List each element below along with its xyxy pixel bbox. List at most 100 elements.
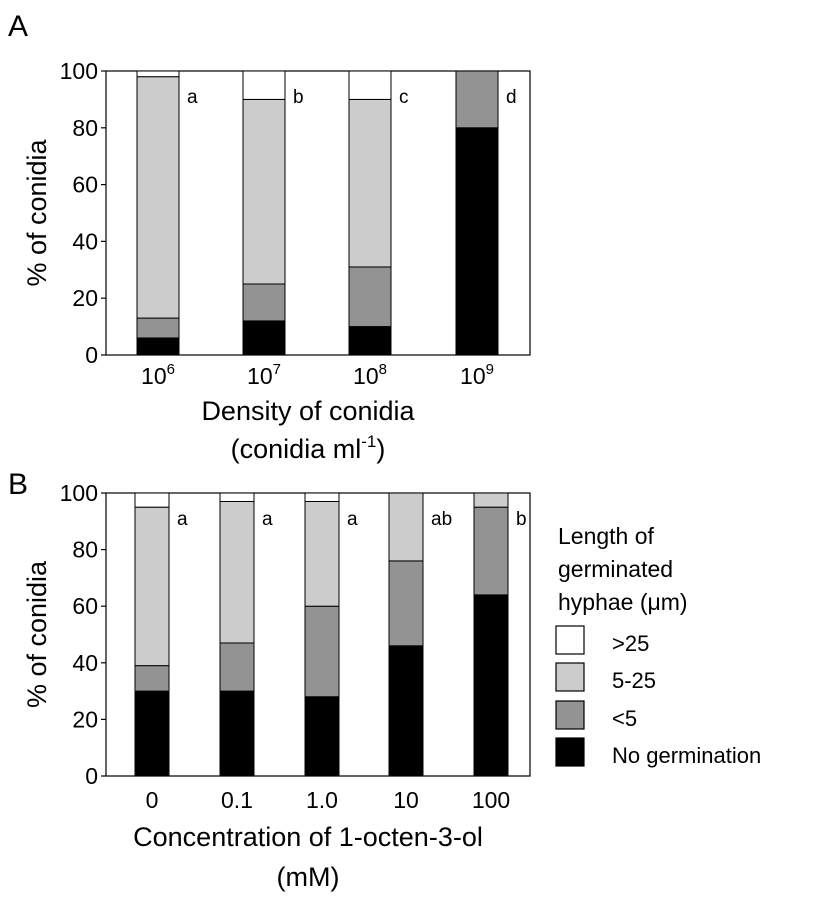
- significance-letter: a: [347, 509, 358, 530]
- legend-swatch-25: [555, 625, 585, 655]
- bar-segment-no-germination-10: [388, 645, 424, 777]
- x-tick-label: 108: [353, 361, 387, 389]
- x-axis-title-text: Concentration of 1-octen-3-ol: [133, 822, 483, 852]
- bar-segment-5-1-0: [304, 605, 340, 698]
- y-tick-label: 60: [72, 172, 98, 198]
- x-tick-label: 106: [141, 361, 175, 389]
- bar-segment-5-10-8: [348, 266, 392, 328]
- x-tick-label: 10: [393, 787, 419, 813]
- x-tick-base: 10: [141, 363, 167, 389]
- bar-segment-25-0: [134, 492, 170, 508]
- panel-b-letter: B: [8, 468, 28, 501]
- bar-segment-no-germination-1-0: [304, 696, 340, 777]
- bar-segment-5-10-7: [242, 283, 286, 322]
- bar-segment-5-25-10-8: [348, 98, 392, 268]
- panel-b-chart: B 0 20 40 60 80 100 % of conidia a 0 a 0.1 a 1.0 ab 10 b…: [8, 468, 531, 892]
- x-tick-base: 10: [460, 363, 486, 389]
- bar-segment-5-10-6: [136, 317, 180, 339]
- y-tick-label: 20: [72, 285, 98, 311]
- bar-segment-no-germination-0-1: [219, 690, 255, 777]
- bar-segment-5-25-10-7: [242, 98, 286, 285]
- panel-a-letter: A: [8, 10, 28, 43]
- x-tick-label: 1.0: [306, 787, 338, 813]
- y-tick-label: 60: [72, 593, 98, 619]
- x-tick-label: 109: [460, 361, 494, 389]
- bar-segment-5-25-100: [473, 492, 509, 508]
- bar-segment-5-100: [473, 506, 509, 596]
- significance-letter: a: [177, 509, 188, 530]
- x-tick-exponent: 9: [486, 361, 494, 378]
- x-tick-label: 0.1: [221, 787, 253, 813]
- y-tick-label: 80: [72, 115, 98, 141]
- bar-segment-25-10-6: [136, 70, 180, 78]
- bar-segment-5-25-10: [388, 492, 424, 562]
- x-axis-title-superscript: -1: [361, 432, 376, 451]
- x-tick-label: 100: [472, 787, 510, 813]
- y-tick-label: 0: [85, 763, 98, 789]
- bar-segment-25-10-7: [242, 70, 286, 100]
- x-axis-title-text: (conidia ml: [231, 434, 362, 464]
- bar-segment-5-25-0: [134, 506, 170, 667]
- significance-letter: b: [293, 87, 304, 108]
- x-tick-exponent: 8: [379, 361, 387, 378]
- bar-segment-25-1-0: [304, 492, 340, 502]
- y-axis-title: % of conidia: [22, 138, 52, 286]
- bar-segment-5-10: [388, 560, 424, 647]
- x-axis-title-text: (mM): [277, 862, 340, 892]
- legend-label-5: <5: [612, 706, 637, 731]
- bar-segment-5-10-9: [455, 70, 499, 129]
- y-tick-label: 20: [72, 706, 98, 732]
- x-axis-title-line: (conidia ml-1): [231, 432, 386, 464]
- panel-a-plot-frame: [105, 70, 531, 356]
- legend-label-5-25: 5-25: [612, 668, 656, 693]
- bar-segment-5-0-1: [219, 642, 255, 692]
- x-tick-exponent: 6: [167, 361, 175, 378]
- y-tick-label: 100: [60, 480, 98, 506]
- significance-letter: a: [262, 509, 273, 530]
- x-axis-title-text: ): [376, 434, 385, 464]
- y-tick-label: 0: [85, 342, 98, 368]
- legend-swatch-5-25: [555, 662, 585, 692]
- significance-letter: d: [506, 87, 517, 108]
- legend-title-line: germinated: [558, 556, 673, 582]
- y-axis-title: % of conidia: [22, 560, 52, 708]
- legend-title-line: hyphae (μm): [558, 589, 688, 615]
- legend-label-no-germination: No germination: [612, 743, 761, 768]
- x-axis-title-text: Density of conidia: [201, 396, 415, 426]
- x-axis-title-line: Density of conidia: [201, 396, 415, 426]
- y-tick-label: 40: [72, 228, 98, 254]
- significance-letter: ab: [431, 509, 452, 530]
- significance-letter: a: [187, 87, 198, 108]
- bar-segment-no-germination-0: [134, 690, 170, 777]
- x-tick-exponent: 7: [273, 361, 281, 378]
- x-axis-title-line: Concentration of 1-octen-3-ol: [133, 822, 483, 852]
- bar-segment-5-25-0-1: [219, 500, 255, 644]
- y-tick-label: 100: [60, 58, 98, 84]
- x-tick-label: 107: [247, 361, 281, 389]
- legend-title-line: Length of: [558, 523, 655, 549]
- legend-swatch-5: [555, 700, 585, 730]
- bar-segment-no-germination-10-6: [136, 337, 180, 356]
- bar-segment-no-germination-100: [473, 594, 509, 777]
- significance-letter: b: [516, 509, 527, 530]
- x-tick-base: 10: [353, 363, 379, 389]
- y-tick-label: 80: [72, 537, 98, 563]
- bar-segment-no-germination-10-8: [348, 326, 392, 356]
- bar-segment-5-25-1-0: [304, 500, 340, 607]
- bar-segment-no-germination-10-7: [242, 320, 286, 356]
- legend: Length of germinated hyphae (μm) >25 5-25 <5 N…: [555, 523, 761, 768]
- significance-letter: c: [399, 87, 409, 108]
- y-tick-label: 40: [72, 650, 98, 676]
- bar-segment-25-10-8: [348, 70, 392, 100]
- x-axis-title-line: (mM): [277, 862, 340, 892]
- legend-label-25: >25: [612, 631, 649, 656]
- bar-segment-5-25-10-6: [136, 76, 180, 319]
- bar-segment-25-0-1: [219, 492, 255, 502]
- bar-segment-5-0: [134, 665, 170, 692]
- x-tick-label: 0: [146, 787, 159, 813]
- bar-segment-no-germination-10-9: [455, 127, 499, 356]
- legend-swatch-no-germination: [555, 737, 585, 767]
- x-tick-base: 10: [247, 363, 273, 389]
